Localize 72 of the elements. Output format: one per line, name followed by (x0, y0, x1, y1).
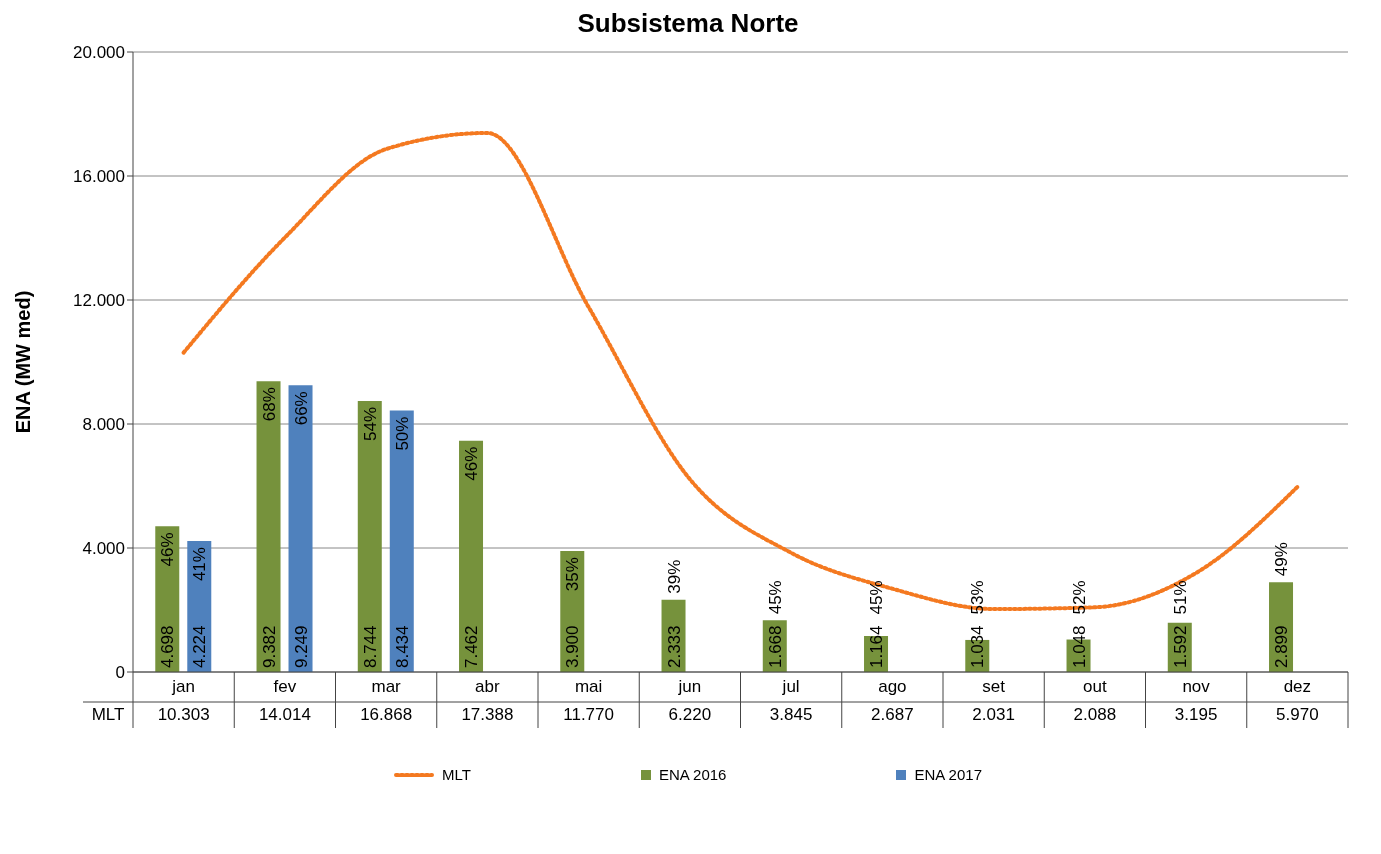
data-label: 8.744 (360, 625, 380, 668)
x-tick-label: nov (1182, 677, 1211, 696)
x-tick-label: mai (574, 677, 603, 696)
annotation: 54% (360, 406, 380, 441)
annotation: 46% (462, 446, 482, 481)
y-axis-title: ENA (MW med) (12, 290, 35, 434)
data-label: 2.899 (1272, 625, 1292, 668)
y-tick-label: 20.000 (73, 43, 125, 63)
data-label: 1.048 (1069, 625, 1089, 668)
y-tick-label: 8.000 (82, 415, 125, 435)
x-tick-label: dez (1283, 677, 1312, 696)
y-tick-label: 12.000 (73, 291, 125, 311)
text: MLT (91, 705, 125, 724)
data-label: 6.220 (668, 705, 712, 724)
y-tick-label: 4.000 (82, 539, 125, 559)
x-tick-label: out (1083, 677, 1107, 696)
data-label: 2.088 (1073, 705, 1117, 724)
data-label: 17.388 (461, 705, 514, 724)
annotation: 53% (968, 580, 988, 615)
bar (288, 385, 313, 672)
data-label: 11.770 (563, 705, 614, 724)
annotation: 66% (291, 391, 311, 426)
data-label: 10.303 (157, 705, 210, 724)
bar (459, 440, 484, 672)
y-tick-label: 16.000 (73, 167, 125, 187)
x-tick-label: jul (781, 677, 800, 696)
annotation: 45% (765, 580, 785, 615)
data-label: 3.845 (769, 705, 813, 724)
data-label: 1.034 (968, 625, 988, 668)
bar (389, 410, 414, 672)
x-tick-label: fev (273, 677, 297, 696)
bar (256, 381, 281, 672)
annotation: 46% (158, 532, 178, 567)
data-label: 16.868 (360, 705, 413, 724)
annotation: 45% (867, 580, 887, 615)
data-label: 8.434 (392, 625, 412, 668)
x-tick-label: jan (171, 677, 195, 696)
annotation: 68% (259, 387, 279, 422)
bar (357, 400, 382, 672)
data-label: 7.462 (462, 625, 482, 668)
legend-label: MLT (441, 766, 471, 783)
data-label: 3.900 (563, 625, 583, 668)
data-label: 4.698 (158, 625, 178, 668)
x-tick-label: abr (475, 677, 500, 696)
chart-title: Subsistema Norte (576, 8, 800, 40)
annotation: 51% (1170, 580, 1190, 615)
data-label: 3.195 (1174, 705, 1218, 724)
data-label: 1.164 (867, 625, 887, 668)
data-label: 5.970 (1276, 705, 1319, 724)
data-label: 9.382 (259, 625, 279, 668)
data-label: 2.687 (871, 705, 914, 724)
line-series (181, 130, 1300, 612)
y-tick-label: 0 (115, 663, 125, 683)
annotation: 35% (563, 557, 583, 592)
data-label: 1.668 (765, 625, 785, 668)
annotation: 39% (664, 559, 684, 594)
data-label: 2.031 (972, 705, 1015, 724)
data-label: 2.333 (664, 625, 684, 668)
data-label: 1.592 (1170, 625, 1190, 668)
x-tick-label: ago (878, 677, 907, 696)
annotation: 41% (190, 547, 210, 582)
legend-label: ENA 2016 (658, 766, 727, 783)
x-tick-label: mar (371, 677, 402, 696)
data-label: 9.249 (291, 625, 311, 668)
annotation: 52% (1069, 580, 1089, 615)
x-tick-label: jun (677, 677, 702, 696)
x-tick-label: set (982, 677, 1006, 696)
annotation: 49% (1272, 542, 1292, 577)
legend-label: ENA 2017 (914, 766, 982, 783)
data-label: 14.014 (258, 705, 311, 724)
data-label: 4.224 (190, 625, 210, 668)
annotation: 50% (392, 416, 412, 451)
